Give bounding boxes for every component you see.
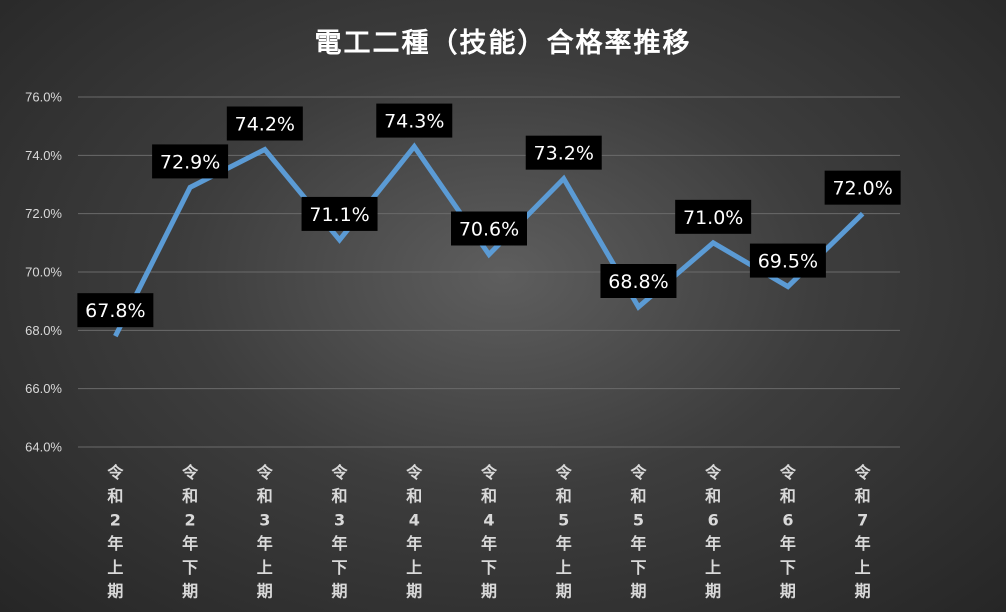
data-label-text: 70.6% [459,219,519,241]
data-label-text: 74.2% [235,114,295,136]
x-tick-label: 令和 3 年上期 [256,463,274,601]
data-labels: 67.8% 72.9% 74.2% 71.1% 74.3% 70.6% 73.2% 68.8%… [77,103,901,328]
data-label-box [226,106,303,141]
x-tick-label: 令和 3 年下期 [331,463,349,601]
data-label-box [152,144,229,179]
data-label: 69.5% [749,243,826,278]
data-label-box [749,243,826,278]
x-axis-ticks: 令和 2 年上期 令和 2 年下期 令和 3 年上期 令和 3 年下期 令和 4 年上期 令和 4 年下期 令和 5 年… [106,463,871,601]
y-tick-label: 74.0% [25,148,62,163]
data-label: 72.9% [152,144,229,179]
x-tick-label: 令和 6 年上期 [704,463,722,601]
data-label: 67.8% [77,293,154,328]
data-label: 74.2% [226,106,303,141]
y-tick-label: 70.0% [25,265,62,280]
data-label: 73.2% [525,135,602,170]
data-label-text: 73.2% [534,143,594,165]
y-tick-label: 68.0% [25,323,62,338]
y-tick-label: 72.0% [25,206,62,221]
data-label: 71.0% [675,199,752,234]
data-label-text: 69.5% [758,251,818,273]
data-label-box [77,293,154,328]
data-label: 72.0% [824,170,901,205]
x-tick-label: 令和 4 年上期 [405,463,423,601]
x-tick-label: 令和 2 年上期 [106,463,124,601]
data-label-box [301,196,378,231]
series-line-layer [113,142,865,338]
y-tick-label: 64.0% [25,440,62,455]
data-label-text: 71.1% [309,204,369,226]
x-tick-label: 令和 7 年上期 [854,463,872,601]
data-label-text: 68.8% [608,271,668,293]
data-label-text: 72.0% [832,178,892,200]
data-label-text: 71.0% [683,207,743,229]
data-label-box [824,170,901,205]
x-tick-label: 令和 4 年下期 [480,463,498,601]
x-tick-label: 令和 6 年下期 [779,463,797,601]
data-label-text: 72.9% [160,151,220,173]
data-label-box [451,211,527,246]
y-tick-label: 66.0% [25,381,62,396]
x-tick-label: 令和 2 年下期 [181,463,199,601]
chart-title: 電工二種（技能）合格率推移 [315,27,692,59]
y-tick-label: 76.0% [25,90,62,105]
data-label-text: 74.3% [384,111,444,133]
data-label-box [675,199,752,234]
data-label: 70.6% [451,211,527,246]
data-label-text: 67.8% [85,300,145,322]
data-label: 71.1% [301,196,378,231]
data-label-box [376,103,453,138]
y-axis-ticks: 64.0% 66.0% 68.0% 70.0% 72.0% 74.0% 76.0% [25,90,62,455]
data-label-box [525,135,602,170]
data-label: 74.3% [376,103,453,138]
x-tick-label: 令和 5 年下期 [629,463,647,601]
data-label-box [600,264,677,298]
x-tick-label: 令和 5 年上期 [555,463,573,601]
data-label: 68.8% [600,264,677,298]
